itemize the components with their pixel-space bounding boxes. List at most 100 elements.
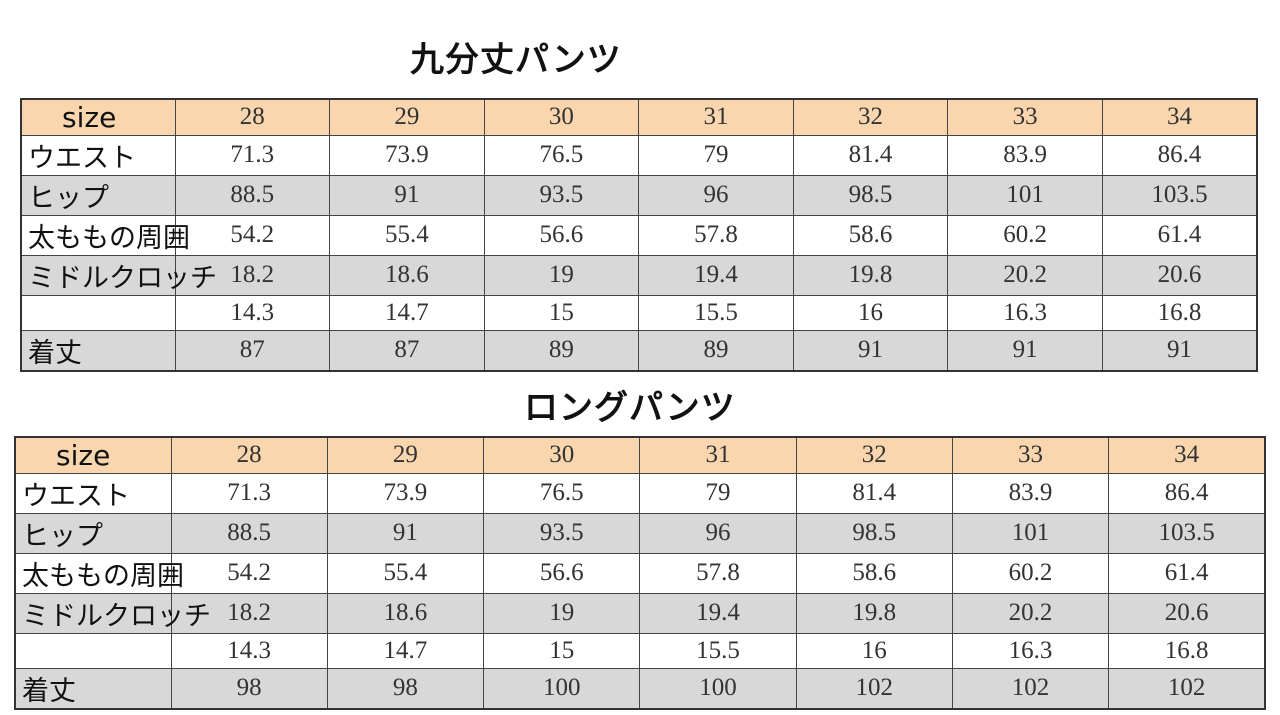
measurement-cell: 19.4: [638, 254, 794, 296]
measurement-cell: 19: [483, 254, 640, 296]
table-row: ウエスト 71.3 73.9 76.5 79 81.4 83.9 86.4: [14, 472, 1266, 514]
measurement-cell: 19: [483, 592, 641, 634]
size-header-cell: 29: [326, 436, 485, 474]
measurement-cell: 96: [639, 512, 797, 554]
measurement-cell: 79: [638, 134, 794, 176]
row-label: ウエスト: [20, 134, 176, 176]
header-row: size 28 29 30 31 32 33 34: [20, 98, 1258, 136]
row-label: [14, 632, 172, 669]
row-label: ヒップ: [20, 174, 176, 216]
row-label: 着丈: [14, 667, 172, 709]
measurement-cell: 83.9: [951, 472, 1110, 514]
measurement-cell: 88.5: [174, 174, 331, 216]
measurement-cell: 19.8: [795, 592, 953, 634]
measurement-cell: 73.9: [326, 472, 485, 514]
table-body: size 28 29 30 31 32 33 34 ウエスト 71.3 73.9 76.5 79 81.4…: [14, 436, 1266, 709]
size-header-cell: 28: [170, 436, 328, 474]
measurement-cell: 56.6: [483, 214, 640, 256]
measurement-cell: 91: [329, 174, 485, 216]
measurement-cell: 14.3: [170, 632, 328, 669]
measurement-cell: 56.6: [483, 552, 641, 594]
size-header-cell: 30: [483, 98, 640, 136]
measurement-cell: 14.3: [174, 294, 331, 331]
measurement-cell: 91: [947, 329, 1103, 371]
row-label: [20, 294, 176, 331]
measurement-cell: 58.6: [795, 552, 953, 594]
measurement-cell: 20.6: [1101, 254, 1258, 296]
size-header-cell: 33: [951, 436, 1110, 474]
size-header-cell: 32: [792, 98, 949, 136]
measurement-cell: 16.8: [1101, 294, 1258, 331]
measurement-cell: 93.5: [483, 174, 640, 216]
size-header-cell: 29: [329, 98, 485, 136]
table-title-cropped-pants: 九分丈パンツ: [410, 40, 622, 80]
size-header-cell: 30: [483, 436, 641, 474]
measurement-cell: 81.4: [792, 134, 949, 176]
size-table-long-pants: size 28 29 30 31 32 33 34 ウエスト 71.3 73.9 76.5 79 81.4…: [14, 436, 1266, 710]
table-row: ミドルクロッチ 18.2 18.6 19 19.4 19.8 20.2 20.6: [20, 254, 1258, 296]
measurement-cell: 71.3: [174, 134, 331, 176]
row-label: ヒップ: [14, 512, 172, 554]
measurement-cell: 91: [792, 329, 949, 371]
size-header-cell: 31: [638, 98, 794, 136]
measurement-cell: 18.6: [326, 592, 485, 634]
size-header-cell: 34: [1101, 98, 1258, 136]
measurement-cell: 57.8: [639, 552, 797, 594]
table-body: size 28 29 30 31 32 33 34 ウエスト 71.3 73.9 76.5 79 81.4…: [20, 98, 1258, 371]
measurement-cell: 15: [483, 632, 641, 669]
measurement-cell: 54.2: [174, 214, 331, 256]
measurement-cell: 81.4: [795, 472, 953, 514]
measurement-cell: 100: [639, 667, 797, 709]
measurement-cell: 16: [795, 632, 953, 669]
table-row: ヒップ 88.5 91 93.5 96 98.5 101 103.5: [20, 174, 1258, 216]
table-row: ヒップ 88.5 91 93.5 96 98.5 101 103.5: [14, 512, 1266, 554]
measurement-cell: 60.2: [947, 214, 1103, 256]
measurement-cell: 103.5: [1108, 512, 1266, 554]
measurement-cell: 16.3: [947, 294, 1103, 331]
row-label: ウエスト: [14, 472, 172, 514]
measurement-cell: 15.5: [638, 294, 794, 331]
measurement-cell: 61.4: [1101, 214, 1258, 256]
size-table-cropped-pants: size 28 29 30 31 32 33 34 ウエスト 71.3 73.9 76.5 79 81.4…: [20, 98, 1258, 372]
measurement-cell: 55.4: [326, 552, 485, 594]
table-row: 太ももの周囲 54.2 55.4 56.6 57.8 58.6 60.2 61.4: [20, 214, 1258, 256]
measurement-cell: 79: [639, 472, 797, 514]
table-row: ウエスト 71.3 73.9 76.5 79 81.4 83.9 86.4: [20, 134, 1258, 176]
measurement-cell: 19.8: [792, 254, 949, 296]
measurement-cell: 14.7: [329, 294, 485, 331]
measurement-cell: 86.4: [1108, 472, 1266, 514]
measurement-cell: 15: [483, 294, 640, 331]
measurement-cell: 57.8: [638, 214, 794, 256]
measurement-cell: 98.5: [795, 512, 953, 554]
measurement-cell: 73.9: [329, 134, 485, 176]
measurement-cell: 14.7: [326, 632, 485, 669]
measurement-cell: 83.9: [947, 134, 1103, 176]
measurement-cell: 102: [795, 667, 953, 709]
measurement-cell: 102: [951, 667, 1110, 709]
table-row: 着丈 98 98 100 100 102 102 102: [14, 667, 1266, 709]
measurement-cell: 76.5: [483, 472, 641, 514]
measurement-cell: 93.5: [483, 512, 641, 554]
table-row: 着丈 87 87 89 89 91 91 91: [20, 329, 1258, 371]
measurement-cell: 20.2: [951, 592, 1110, 634]
measurement-cell: 96: [638, 174, 794, 216]
measurement-cell: 98: [326, 667, 485, 709]
measurement-cell: 103.5: [1101, 174, 1258, 216]
measurement-cell: 101: [947, 174, 1103, 216]
measurement-cell: 101: [951, 512, 1110, 554]
measurement-cell: 60.2: [951, 552, 1110, 594]
measurement-cell: 16.3: [951, 632, 1110, 669]
measurement-cell: 76.5: [483, 134, 640, 176]
measurement-cell: 91: [1101, 329, 1258, 371]
row-label: ミドルクロッチ: [20, 254, 217, 296]
table-row: 14.3 14.7 15 15.5 16 16.3 16.8: [14, 632, 1266, 669]
size-header-cell: 28: [174, 98, 331, 136]
measurement-cell: 61.4: [1108, 552, 1266, 594]
measurement-cell: 54.2: [170, 552, 328, 594]
size-header-cell: 33: [947, 98, 1103, 136]
table-title-long-pants: ロングパンツ: [524, 388, 736, 428]
measurement-cell: 102: [1108, 667, 1266, 709]
measurement-cell: 18.6: [329, 254, 485, 296]
table-row: 太ももの周囲 54.2 55.4 56.6 57.8 58.6 60.2 61.4: [14, 552, 1266, 594]
measurement-cell: 87: [329, 329, 485, 371]
